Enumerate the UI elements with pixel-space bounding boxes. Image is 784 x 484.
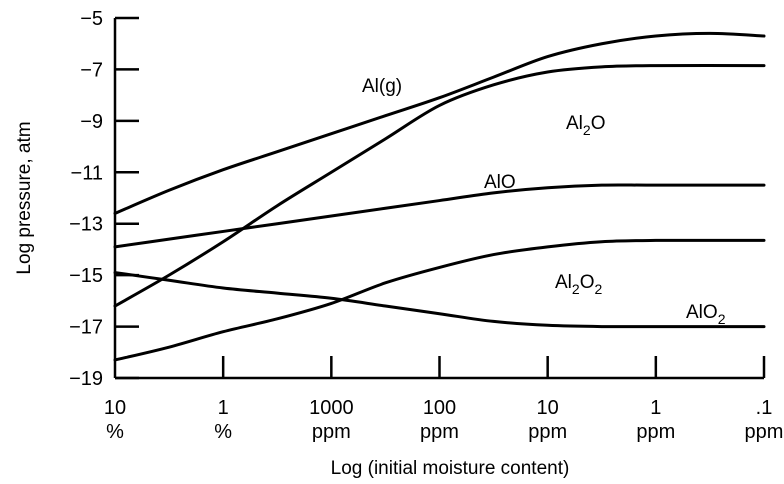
x-tick-label-value: 1 <box>218 397 229 419</box>
series-curve-al-g <box>113 31 766 215</box>
y-tick-label: −9 <box>80 111 103 133</box>
x-tick-label-value: 10 <box>537 397 559 419</box>
x-tick-label-value: 100 <box>423 397 456 419</box>
series-labels: Al(g) Al2O AlO Al2O2 AlO2 <box>362 76 726 327</box>
x-axis-title: Log (initial moisture content) <box>331 458 570 479</box>
series-curves <box>113 31 766 362</box>
series-label-al-g: Al(g) <box>362 76 402 97</box>
x-tick-label-unit: ppm <box>636 421 675 443</box>
x-tick-label-unit: % <box>106 421 124 443</box>
y-axis-title: Log pressure, atm <box>14 121 35 274</box>
y-tick-label: −5 <box>80 8 103 30</box>
series-curve-al2o <box>113 63 766 308</box>
y-tick-label: −17 <box>69 317 103 339</box>
x-tick-label-value: .1 <box>756 397 773 419</box>
x-tick-label-unit: % <box>214 421 232 443</box>
x-tick-label-value: 1 <box>650 397 661 419</box>
y-tick-label: −11 <box>71 162 103 184</box>
x-tick-label-unit: ppm <box>745 421 784 443</box>
y-tick-label: −15 <box>69 265 103 287</box>
series-curve-alo <box>113 183 766 249</box>
series-label-alo2: AlO2 <box>686 302 726 327</box>
y-ticks: −5 −7 −9 −11 −13 −15 −17 −19 <box>69 8 139 390</box>
series-label-alo: AlO <box>484 172 516 193</box>
x-tick-label-unit: ppm <box>528 421 567 443</box>
axes <box>113 18 764 380</box>
series-label-al2o: Al2O <box>566 113 605 138</box>
x-tick-label-value: 1000 <box>309 397 354 419</box>
x-tick-label-value: 10 <box>104 397 126 419</box>
y-tick-label: −13 <box>69 214 103 236</box>
y-tick-label: −7 <box>80 59 103 81</box>
x-tick-label-unit: ppm <box>312 421 351 443</box>
series-curve-al2o2 <box>113 238 766 362</box>
y-tick-label: −19 <box>69 368 103 390</box>
series-label-al2o2: Al2O2 <box>555 272 602 297</box>
series-curve-alo2 <box>113 271 766 329</box>
x-tick-label-unit: ppm <box>420 421 459 443</box>
